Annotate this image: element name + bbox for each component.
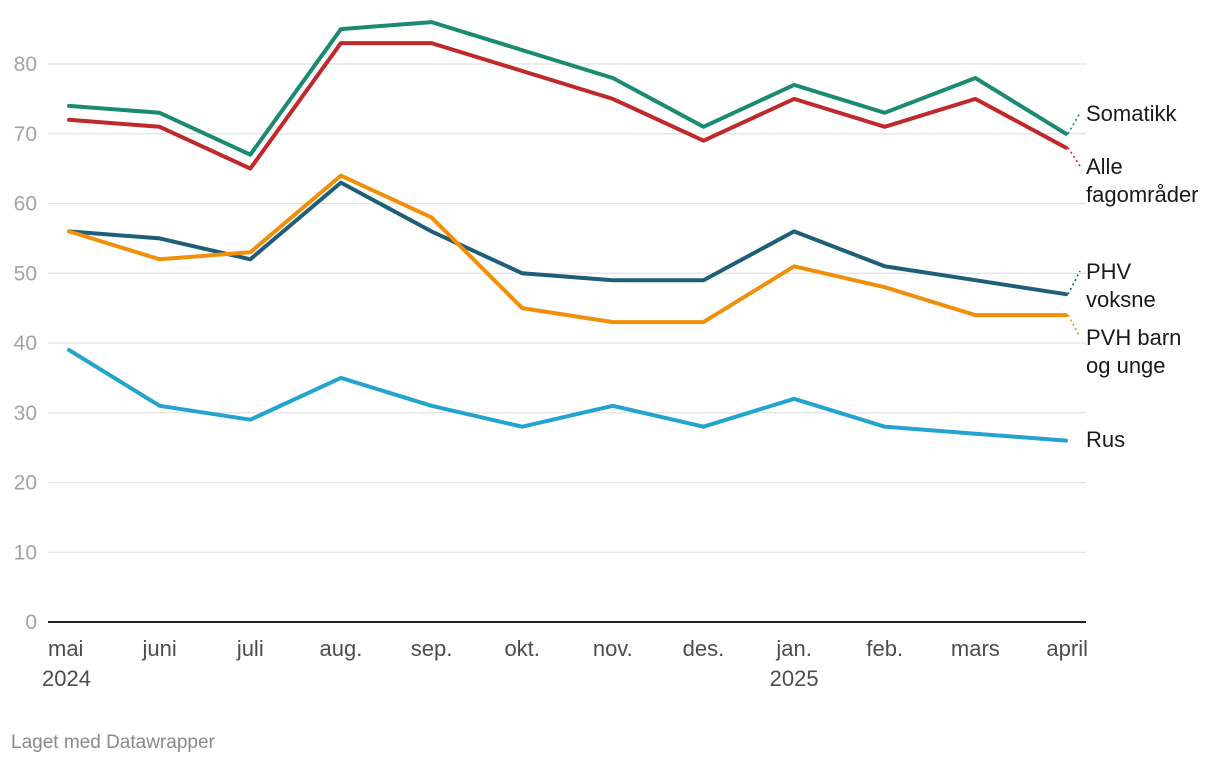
label-connector-pvh-barn-og-unge <box>1067 314 1081 338</box>
y-tick-label: 30 <box>14 402 37 425</box>
series-label-line: Alle <box>1086 154 1123 179</box>
x-tick-label: feb. <box>866 636 903 661</box>
y-tick-label: 80 <box>14 53 37 76</box>
label-connector-phv-voksne <box>1067 270 1081 295</box>
lines-layer <box>67 20 1068 443</box>
label-connector-alle-fagomr-der <box>1067 147 1081 167</box>
x-tick-label: des. <box>683 636 725 661</box>
series-label-pvh-barn-og-unge: PVH barn og unge <box>1086 325 1181 378</box>
series-labels-layer: Somatikk Alle fagområder PHV voksne PVH barn o… <box>1067 101 1199 452</box>
series-label-somatikk: Somatikk <box>1086 101 1177 126</box>
y-tick-label: 0 <box>25 611 37 634</box>
label-connector-somatikk <box>1067 112 1081 135</box>
series-label-alle-fagomr-der: Alle fagområder <box>1086 154 1199 207</box>
y-tick-label: 70 <box>14 123 37 146</box>
y-tick-label: 50 <box>14 262 37 285</box>
series-label-line: Rus <box>1086 427 1125 452</box>
series-line-pvh-barn-og-unge <box>67 173 1068 325</box>
series-label-line: Somatikk <box>1086 101 1177 126</box>
x-tick-label: april <box>1046 636 1088 661</box>
series-label-line: fagområder <box>1086 182 1199 207</box>
series-line-alle-fagomr-der <box>67 41 1068 171</box>
y-tick-label: 10 <box>14 541 37 564</box>
series-line-rus <box>67 348 1068 443</box>
x-tick-label: mars <box>951 636 1000 661</box>
x-tick-label: jan. <box>775 636 811 661</box>
y-tick-label: 20 <box>14 472 37 495</box>
y-tick-label: 40 <box>14 332 37 355</box>
x-tick-label: juni <box>142 636 177 661</box>
x-tick-label: nov. <box>593 636 633 661</box>
x-tick-label: juli <box>236 636 264 661</box>
y-tick-label: 60 <box>14 193 37 216</box>
series-label-line: og unge <box>1086 353 1166 378</box>
series-label-line: voksne <box>1086 287 1156 312</box>
series-line-somatikk <box>67 20 1068 157</box>
x-tick-label: aug. <box>319 636 362 661</box>
x-tick-label: okt. <box>504 636 539 661</box>
series-label-rus: Rus <box>1086 427 1125 452</box>
x-tick-year-label: 2025 <box>770 666 819 691</box>
datawrapper-credit: Laget med Datawrapper <box>11 732 215 753</box>
x-tick-label: mai <box>48 636 83 661</box>
x-tick-label: sep. <box>411 636 453 661</box>
series-label-phv-voksne: PHV voksne <box>1086 259 1156 312</box>
axis-layer: 0 10 20 30 40 50 60 70 80 mai 2024 juni juli aug. sep.… <box>14 53 1088 691</box>
series-label-line: PHV <box>1086 259 1132 284</box>
grid-layer <box>48 63 1086 553</box>
series-label-line: PVH barn <box>1086 325 1181 350</box>
series-line-phv-voksne <box>67 180 1068 297</box>
x-tick-year-label: 2024 <box>42 666 91 691</box>
